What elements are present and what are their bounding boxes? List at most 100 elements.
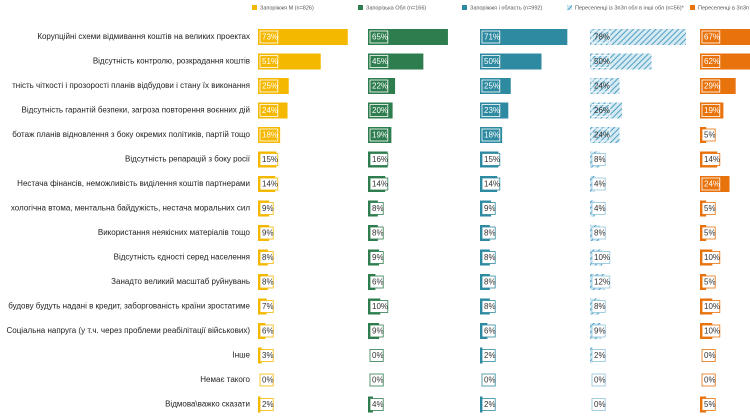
value-label: 5%: [704, 278, 716, 287]
value-label: 24%: [594, 131, 610, 140]
value-label: 18%: [262, 131, 278, 140]
value-label-box: [259, 251, 274, 264]
value-label-box: [591, 30, 611, 44]
value-label: 10%: [704, 327, 720, 336]
value-label-box: [259, 104, 279, 117]
value-label: 14%: [262, 180, 278, 189]
value-label: 8%: [262, 278, 274, 287]
value-label-box: [259, 349, 274, 362]
value-label: 24%: [704, 180, 720, 189]
value-label: 4%: [594, 180, 606, 189]
category-label: хологічна втома, ментальна байдужість, н…: [11, 204, 250, 213]
value-label: 2%: [484, 351, 496, 360]
value-label-box: [701, 275, 716, 289]
value-label-box: [701, 104, 721, 117]
value-label: 0%: [262, 376, 274, 385]
value-label: 8%: [594, 229, 606, 238]
value-label: 4%: [372, 400, 384, 409]
value-label: 25%: [262, 82, 278, 91]
value-label: 8%: [594, 155, 606, 164]
category-label: Відсутність гарантій безпеки, загроза по…: [22, 106, 250, 115]
value-label-box: [259, 398, 274, 411]
value-label: 2%: [484, 400, 496, 409]
value-label-box: [259, 30, 279, 44]
value-label: 6%: [484, 327, 496, 336]
value-label: 8%: [594, 302, 606, 311]
value-label-box: [481, 153, 501, 166]
value-label-box: [259, 324, 274, 338]
value-label: 5%: [704, 204, 716, 213]
value-label-box: [481, 275, 496, 289]
value-label-box: [591, 104, 611, 117]
value-label-box: [369, 128, 389, 142]
value-label-box: [481, 79, 501, 93]
legend-swatch: [252, 5, 257, 10]
legend-swatch: [358, 5, 363, 10]
category-label: Соціальна напруга (у т.ч. через проблеми…: [7, 326, 251, 335]
bar: [258, 127, 281, 143]
value-label: 19%: [704, 106, 720, 115]
legend-swatch: [462, 5, 467, 10]
value-label-box: [369, 79, 389, 93]
category-label: Використання неякісних матеріалів тощо: [98, 228, 251, 237]
category-label: Занадто великий масштаб руйнувань: [111, 277, 250, 286]
value-label-box: [259, 128, 279, 142]
value-label: 25%: [484, 82, 500, 91]
bar: [590, 78, 620, 94]
category-label: Інше: [232, 351, 250, 360]
value-label-box: [369, 55, 389, 68]
value-label-box: [369, 324, 384, 338]
bar: [258, 78, 289, 94]
value-label-box: [701, 324, 721, 338]
value-label-box: [369, 251, 384, 264]
value-label-box: [481, 373, 496, 387]
value-label-box: [481, 177, 501, 191]
bar: [700, 29, 750, 45]
value-label: 8%: [262, 253, 274, 262]
value-label: 24%: [594, 82, 610, 91]
bar: [480, 127, 503, 143]
bar: [258, 53, 321, 70]
value-label-box: [259, 177, 279, 191]
value-label-box: [701, 373, 716, 387]
category-label: Відсутність єдності серед населення: [114, 253, 250, 262]
value-label-box: [701, 398, 716, 411]
value-label: 0%: [372, 351, 384, 360]
category-label: ботаж планів відновлення з боку окремих …: [12, 130, 250, 139]
legend-label: Запоріжжя М (n=826): [260, 5, 314, 11]
value-label-box: [259, 79, 279, 93]
value-label-box: [481, 55, 501, 68]
value-label: 26%: [594, 106, 610, 115]
value-label: 5%: [704, 400, 716, 409]
value-label-box: [369, 202, 384, 215]
value-label: 15%: [262, 155, 278, 164]
value-label-box: [369, 177, 389, 191]
value-label-box: [481, 128, 501, 142]
value-label: 5%: [704, 229, 716, 238]
value-label: 19%: [372, 131, 388, 140]
value-label: 12%: [594, 278, 610, 287]
value-label-box: [369, 275, 384, 289]
value-label-box: [701, 300, 721, 313]
bar: [258, 396, 261, 413]
legend-label: Запорізька Обл (n=166): [366, 5, 426, 11]
value-label: 10%: [594, 253, 610, 262]
value-label: 0%: [704, 376, 716, 385]
value-label: 9%: [262, 204, 274, 213]
value-label: 8%: [484, 253, 496, 262]
value-label: 7%: [262, 302, 274, 311]
value-label: 9%: [372, 327, 384, 336]
value-label: 8%: [372, 229, 384, 238]
value-label-box: [591, 226, 606, 240]
value-label-box: [701, 55, 721, 68]
category-label: будову будуть надані в кредит, заборгова…: [8, 302, 250, 311]
value-label: 50%: [484, 57, 500, 66]
value-label: 23%: [484, 106, 500, 115]
value-label-box: [591, 373, 606, 387]
value-label: 14%: [372, 180, 388, 189]
bar: [368, 78, 396, 94]
legend-swatch: [690, 5, 695, 10]
value-label: 16%: [372, 155, 388, 164]
value-label: 22%: [372, 82, 388, 91]
category-label: Відсутність контролю, розкрадання коштів: [93, 57, 250, 66]
